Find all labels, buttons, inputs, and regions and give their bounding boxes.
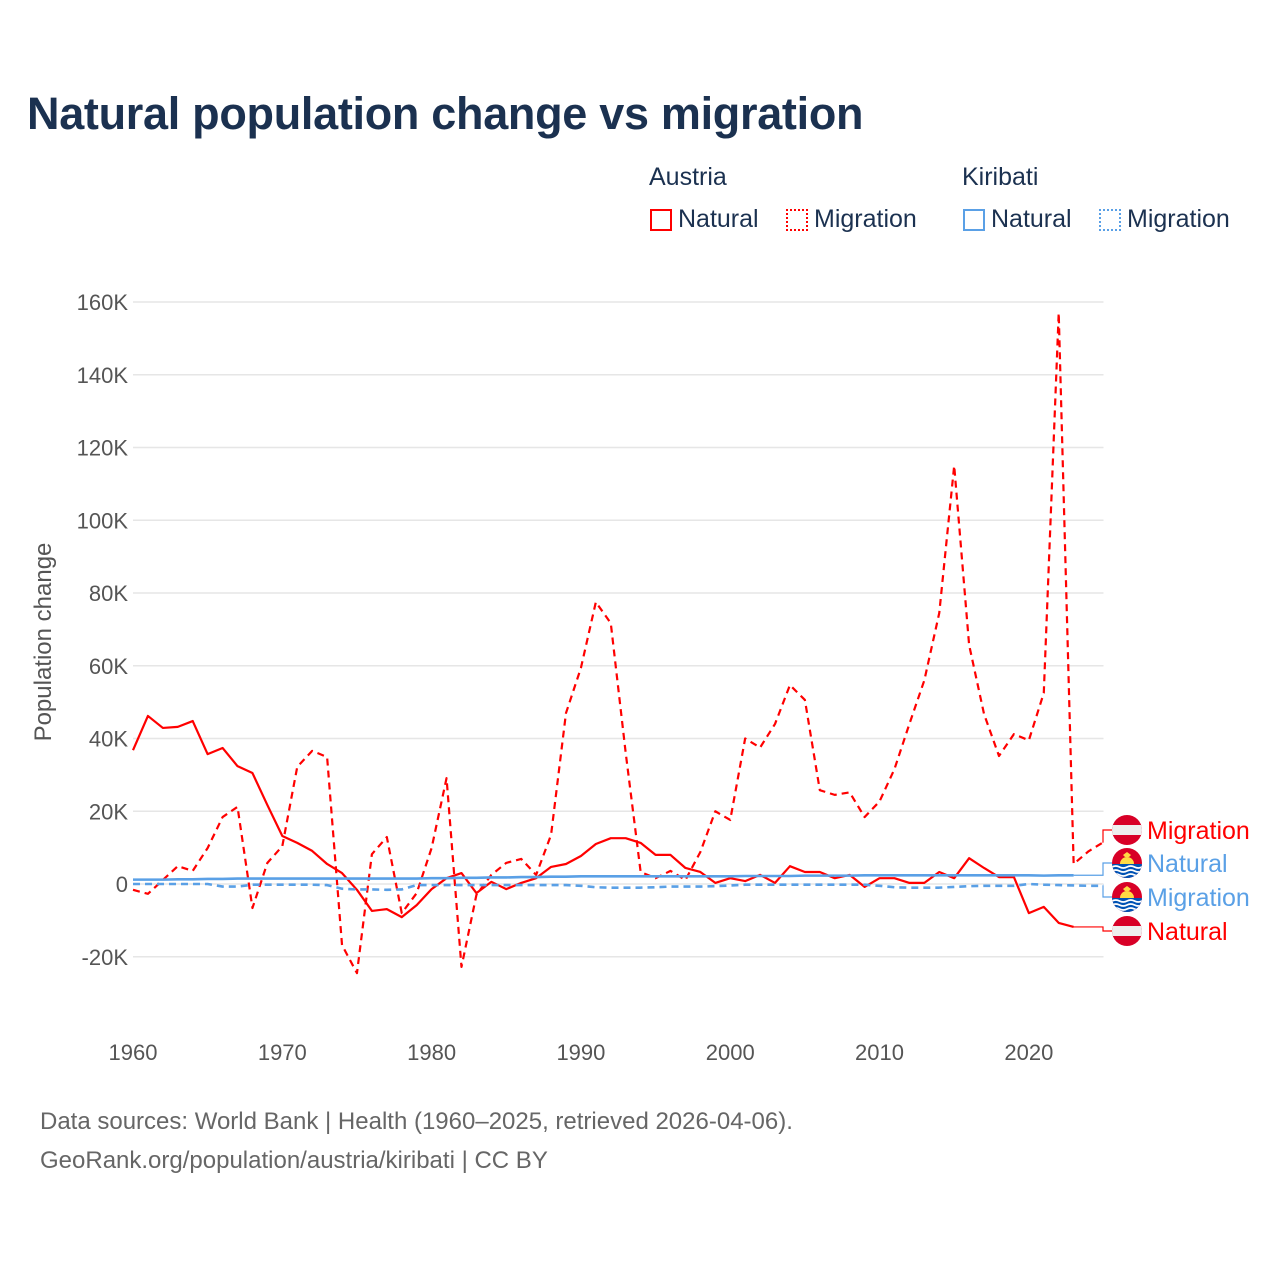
y-tick-label: 60K — [89, 654, 128, 679]
series-line-kiribati-migration[interactable] — [133, 882, 1104, 892]
label-leader-line — [1102, 885, 1112, 898]
legend-swatch-dotted — [786, 208, 808, 231]
austria-flag-icon — [1112, 916, 1142, 946]
series-line-austria-migration[interactable] — [132, 311, 1105, 975]
x-tick-label: 2000 — [706, 1040, 755, 1065]
footer-link[interactable]: GeoRank.org/population/austria/kiribati … — [40, 1147, 548, 1174]
y-tick-label: 0 — [116, 872, 128, 897]
legend-swatch-solid — [963, 208, 985, 231]
legend-label: Migration — [1127, 205, 1230, 233]
legend-group-austria: Austria — [649, 163, 727, 191]
legend-swatch-dotted — [1099, 208, 1121, 231]
kiribati-flag-icon — [1112, 882, 1142, 912]
legend-swatch-solid — [650, 208, 672, 231]
y-tick-label: 120K — [77, 436, 129, 461]
legend-item-austria-natural[interactable]: Natural — [650, 205, 759, 234]
x-tick-label: 1970 — [258, 1040, 307, 1065]
y-tick-label: 80K — [89, 581, 128, 606]
label-leader-line — [1102, 829, 1112, 843]
kiribati-flag-icon — [1112, 848, 1142, 878]
series-end-label: Migration — [1147, 817, 1250, 845]
legend-item-austria-migration[interactable]: Migration — [786, 205, 917, 234]
series-line-kiribati-natural[interactable] — [133, 873, 1074, 881]
y-tick-label: 160K — [77, 290, 129, 315]
y-tick-label: 100K — [77, 508, 129, 533]
austria-flag-icon — [1112, 815, 1142, 845]
label-leader-line — [1073, 862, 1112, 876]
y-tick-label: 20K — [89, 799, 128, 824]
y-tick-label: 140K — [77, 363, 129, 388]
series-end-label: Natural — [1147, 918, 1228, 946]
legend-group-kiribati: Kiribati — [962, 163, 1039, 191]
legend-label: Natural — [678, 205, 759, 233]
x-tick-label: 2010 — [855, 1040, 904, 1065]
x-tick-label: 1960 — [109, 1040, 158, 1065]
legend-item-kiribati-migration[interactable]: Migration — [1099, 205, 1230, 234]
x-tick-label: 1980 — [407, 1040, 456, 1065]
label-leader-line — [1073, 926, 1112, 932]
chart-title: Natural population change vs migration — [27, 88, 864, 139]
y-tick-label: -20K — [82, 945, 129, 970]
x-tick-label: 1990 — [556, 1040, 605, 1065]
series-end-label: Migration — [1147, 884, 1250, 912]
footer-sources: Data sources: World Bank | Health (1960–… — [40, 1108, 793, 1135]
series-line-austria-natural[interactable] — [131, 714, 1074, 928]
y-tick-label: 40K — [89, 727, 128, 752]
series-end-label: Natural — [1147, 850, 1228, 878]
x-tick-label: 2020 — [1004, 1040, 1053, 1065]
legend-item-kiribati-natural[interactable]: Natural — [963, 205, 1072, 234]
y-axis-label: Population change — [30, 543, 57, 742]
legend-label: Migration — [814, 205, 917, 233]
legend-label: Natural — [991, 205, 1072, 233]
